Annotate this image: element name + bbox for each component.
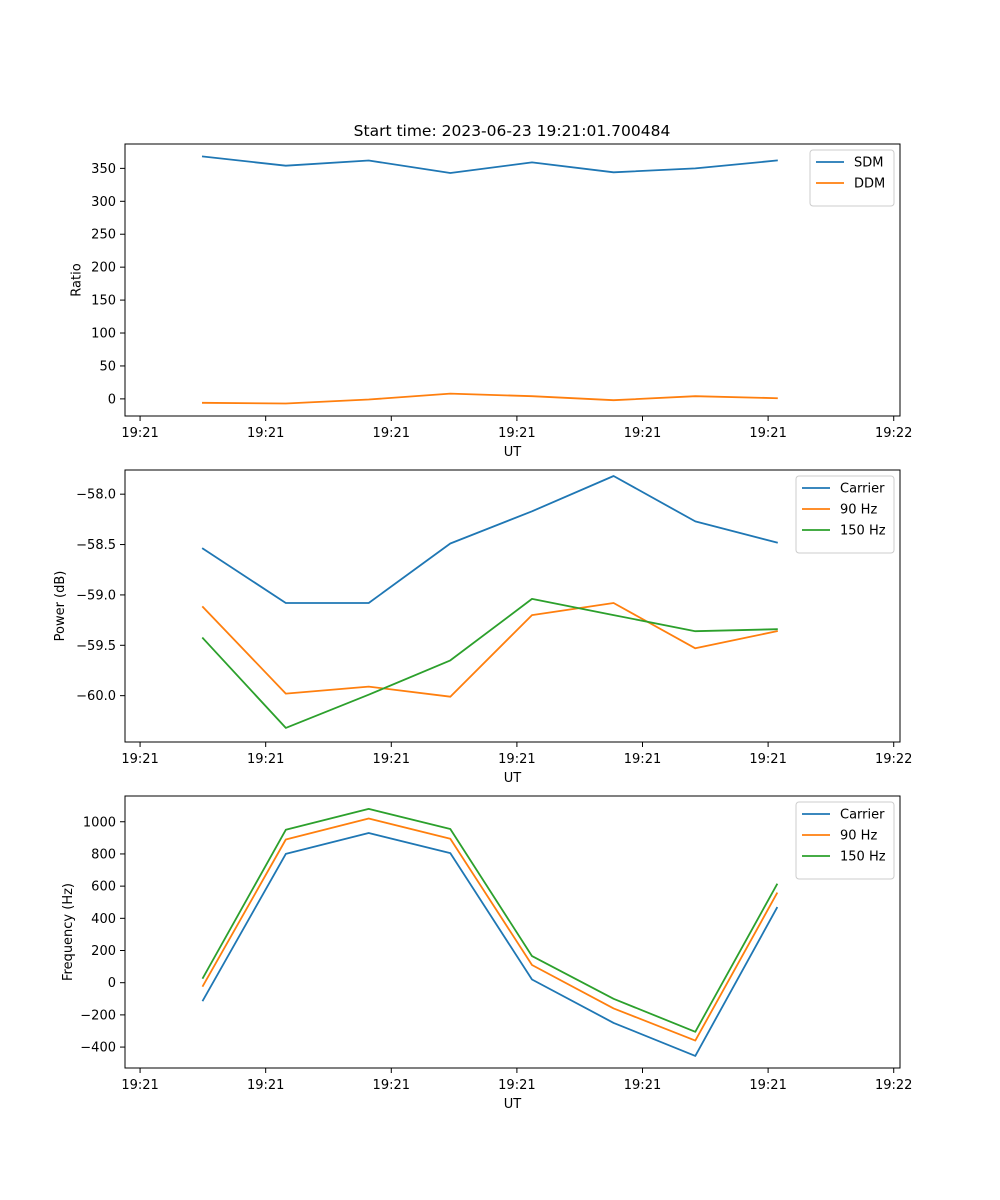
legend-box bbox=[795, 801, 895, 880]
x-tick-label: 19:21 bbox=[373, 752, 410, 767]
panel-1: 19:21 19:21 19:21 19:21 19:21 19:21 19:22 0 50 10… bbox=[69, 143, 912, 460]
chart-title: Start time: 2023-06-23 19:21:01.700484 bbox=[354, 122, 671, 140]
series-line-90-hz bbox=[201, 602, 778, 698]
legend-label: 90 Hz bbox=[840, 503, 877, 518]
y-tick-label: 600 bbox=[91, 880, 116, 895]
series-line-carrier bbox=[201, 832, 779, 1057]
legend-label: 150 Hz bbox=[840, 850, 886, 865]
y-tick-label: 400 bbox=[91, 912, 116, 927]
panel-3: 19:21 19:21 19:21 19:21 19:21 19:21 19:22 −400 −… bbox=[61, 795, 912, 1112]
y-tick-label: 100 bbox=[91, 327, 116, 342]
x-tick-label: 19:21 bbox=[121, 1078, 158, 1093]
y-axis-label: Frequency (Hz) bbox=[61, 883, 76, 981]
x-tick-label: 19:21 bbox=[373, 1078, 410, 1093]
legend-label: Carrier bbox=[840, 808, 885, 823]
legend-box bbox=[795, 475, 895, 554]
y-tick-label: 0 bbox=[108, 392, 116, 407]
y-tick-label: −59.0 bbox=[76, 588, 116, 603]
legend-label: 150 Hz bbox=[840, 524, 886, 539]
y-tick-label: −58.0 bbox=[76, 488, 116, 503]
y-tick-label: 1000 bbox=[83, 815, 116, 830]
plot-frame bbox=[124, 469, 901, 743]
y-tick-label: 200 bbox=[91, 261, 116, 276]
y-tick-label: 800 bbox=[91, 847, 116, 862]
x-tick-label: 19:21 bbox=[498, 752, 535, 767]
x-tick-label: 19:21 bbox=[749, 1078, 786, 1093]
y-tick-label: 150 bbox=[91, 294, 116, 309]
series-line-ddm bbox=[201, 392, 778, 405]
x-tick-label: 19:21 bbox=[121, 752, 158, 767]
plot-frame bbox=[124, 143, 901, 417]
y-tick-label: −58.5 bbox=[76, 538, 116, 553]
series-line-90-hz bbox=[201, 817, 779, 1042]
legend-box bbox=[809, 149, 895, 207]
x-tick-label: 19:21 bbox=[624, 426, 661, 441]
x-axis-label: UT bbox=[504, 445, 522, 460]
x-tick-label: 19:21 bbox=[498, 426, 535, 441]
x-tick-label: 19:21 bbox=[121, 426, 158, 441]
y-tick-label: −400 bbox=[80, 1041, 116, 1056]
y-tick-label: 250 bbox=[91, 228, 116, 243]
series-line-150-hz bbox=[201, 598, 778, 729]
x-axis-label: UT bbox=[504, 771, 522, 786]
y-tick-label: 350 bbox=[91, 162, 116, 177]
x-tick-label: 19:21 bbox=[624, 1078, 661, 1093]
legend-label: DDM bbox=[854, 177, 885, 192]
x-tick-label: 19:21 bbox=[247, 426, 284, 441]
x-tick-label: 19:22 bbox=[875, 1078, 912, 1093]
x-tick-label: 19:21 bbox=[498, 1078, 535, 1093]
series-line-carrier bbox=[201, 475, 778, 604]
x-tick-label: 19:21 bbox=[749, 752, 786, 767]
legend-label: Carrier bbox=[840, 482, 885, 497]
y-tick-label: −59.5 bbox=[76, 639, 116, 654]
legend: Carrier 90 Hz 150 Hz bbox=[795, 801, 895, 880]
series-line-150-hz bbox=[201, 808, 779, 1033]
y-tick-label: 300 bbox=[91, 195, 116, 210]
y-tick-label: −200 bbox=[80, 1008, 116, 1023]
legend: Carrier 90 Hz 150 Hz bbox=[795, 475, 895, 554]
x-tick-label: 19:21 bbox=[624, 752, 661, 767]
x-tick-label: 19:21 bbox=[247, 1078, 284, 1093]
y-axis-label: Power (dB) bbox=[53, 571, 68, 642]
series-line-sdm bbox=[201, 155, 778, 174]
y-tick-label: 50 bbox=[99, 359, 116, 374]
panel-2: 19:21 19:21 19:21 19:21 19:21 19:21 19:22 −60.0… bbox=[53, 469, 912, 786]
plot-frame bbox=[124, 795, 901, 1069]
y-tick-label: 0 bbox=[108, 976, 116, 991]
legend: SDM DDM bbox=[809, 149, 895, 207]
x-tick-label: 19:21 bbox=[749, 426, 786, 441]
x-axis-label: UT bbox=[504, 1097, 522, 1112]
y-tick-label: −60.0 bbox=[76, 689, 116, 704]
legend-label: 90 Hz bbox=[840, 829, 877, 844]
y-axis-label: Ratio bbox=[69, 263, 84, 296]
x-tick-label: 19:22 bbox=[875, 426, 912, 441]
x-tick-label: 19:21 bbox=[247, 752, 284, 767]
x-tick-label: 19:22 bbox=[875, 752, 912, 767]
legend-label: SDM bbox=[854, 156, 883, 171]
y-tick-label: 200 bbox=[91, 944, 116, 959]
x-tick-label: 19:21 bbox=[373, 426, 410, 441]
